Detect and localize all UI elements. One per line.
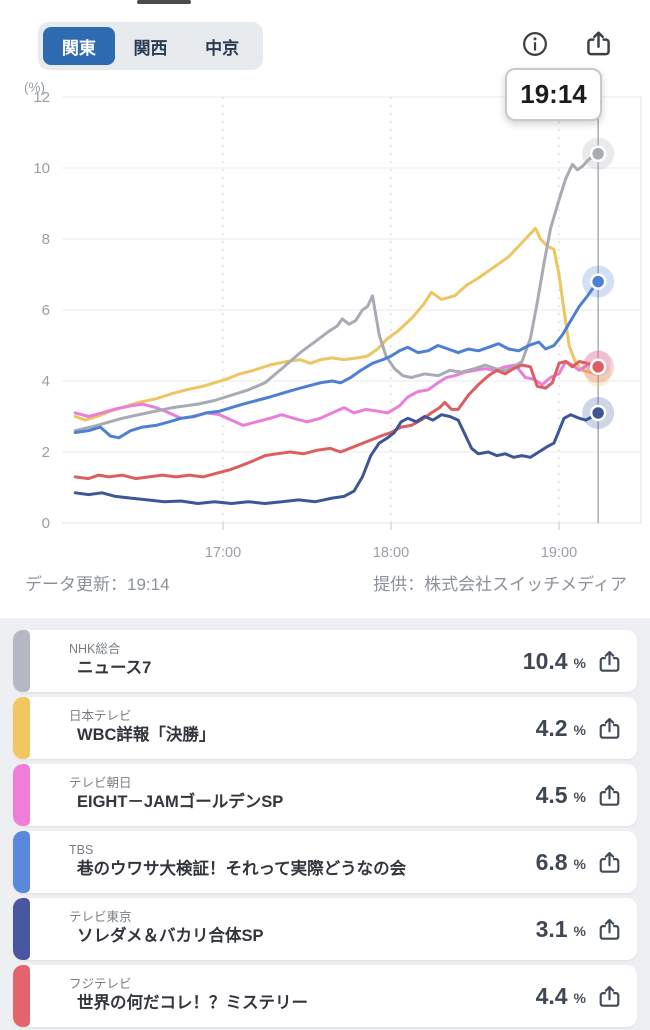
info-icon[interactable] bbox=[521, 30, 549, 63]
rating-unit: % bbox=[573, 855, 586, 872]
channel-name: TBS bbox=[69, 843, 94, 858]
endpoint-dot-4 bbox=[589, 273, 607, 290]
program-row[interactable]: TBS 巷のウワサ大検証！それって実際どうなの会 6.8% bbox=[13, 831, 637, 893]
program-title: WBC詳報「決勝」 bbox=[77, 726, 216, 745]
rating-value: 4.5 bbox=[535, 781, 568, 808]
series-endpoints bbox=[582, 137, 615, 429]
channel-name: フジテレビ bbox=[69, 977, 132, 992]
program-title: 世界の何だコレ！？ミステリー bbox=[77, 994, 308, 1013]
program-row[interactable]: 日本テレビ WBC詳報「決勝」 4.2% bbox=[13, 697, 637, 759]
share-icon[interactable] bbox=[596, 983, 623, 1010]
data-provider-label: 提供：株式会社スイッチメディア bbox=[373, 575, 627, 594]
channel-color-stripe bbox=[13, 697, 30, 759]
rating-unit: % bbox=[573, 922, 586, 939]
rating-unit: % bbox=[573, 721, 586, 738]
tab-kansai[interactable]: 関西 bbox=[115, 27, 187, 65]
series-line-4 bbox=[73, 280, 600, 440]
y-tick-label: 6 bbox=[42, 302, 50, 319]
series-line-0 bbox=[73, 226, 600, 422]
y-tick-label: 2 bbox=[42, 444, 50, 461]
x-tick-label: 19:00 bbox=[541, 545, 577, 561]
rating-value: 3.1 bbox=[535, 915, 568, 942]
program-title: ソレダメ＆バカリ合体SP bbox=[77, 927, 264, 946]
rating-unit: % bbox=[573, 654, 586, 671]
program-row[interactable]: NHK総合ニュース7 10.4% bbox=[13, 630, 637, 692]
share-icon[interactable] bbox=[596, 715, 623, 742]
rating-value: 10.4 bbox=[522, 647, 568, 674]
ratings-chart[interactable]: 12 10 8 6 4 2 0 (%) 17:00 18:00 19:00 bbox=[0, 0, 650, 620]
series-line-3 bbox=[73, 360, 600, 481]
share-icon[interactable] bbox=[596, 849, 623, 876]
series-line-5 bbox=[73, 411, 600, 505]
y-axis-unit-label: (%) bbox=[24, 80, 45, 95]
program-list: NHK総合ニュース7 10.4% 日本テレビ WBC詳報「決勝」 4.2% テレビ朝日 EI… bbox=[0, 618, 650, 1030]
top-notch-indicator bbox=[137, 0, 191, 4]
tab-kanto[interactable]: 関東 bbox=[43, 27, 115, 65]
series-line-2 bbox=[73, 152, 600, 433]
channel-name: テレビ東京 bbox=[69, 910, 132, 925]
share-icon[interactable] bbox=[583, 28, 614, 64]
current-time-tooltip[interactable]: 19:14 bbox=[505, 68, 602, 121]
data-updated-label: データ更新：19:14 bbox=[25, 575, 170, 594]
program-row[interactable]: テレビ東京ソレダメ＆バカリ合体SP 3.1% bbox=[13, 898, 637, 960]
tab-chukyo[interactable]: 中京 bbox=[186, 27, 258, 65]
rating-value: 4.2 bbox=[535, 714, 568, 741]
y-tick-label: 8 bbox=[42, 231, 50, 248]
y-tick-label: 10 bbox=[33, 160, 50, 177]
gridlines: 12 10 8 6 4 2 0 (%) 17:00 18:00 19:00 bbox=[24, 80, 642, 561]
rating-unit: % bbox=[573, 989, 586, 1006]
endpoint-dot-5 bbox=[589, 404, 607, 422]
series-line-1 bbox=[73, 360, 600, 427]
channel-name: テレビ朝日 bbox=[69, 776, 132, 791]
x-tick-label: 17:00 bbox=[205, 545, 241, 561]
x-tick-label: 18:00 bbox=[373, 545, 409, 561]
endpoint-dot-3 bbox=[589, 358, 607, 376]
channel-color-stripe bbox=[13, 630, 30, 692]
channel-color-stripe bbox=[13, 965, 30, 1027]
share-icon[interactable] bbox=[596, 782, 623, 809]
channel-color-stripe bbox=[13, 831, 30, 893]
share-icon[interactable] bbox=[596, 916, 623, 943]
series-lines bbox=[73, 152, 600, 505]
y-tick-label: 0 bbox=[42, 515, 50, 532]
program-title: EIGHT－JAMゴールデンSP bbox=[77, 793, 284, 812]
y-tick-label: 4 bbox=[42, 373, 50, 390]
rating-value: 6.8 bbox=[535, 848, 568, 875]
rating-value: 4.4 bbox=[535, 982, 568, 1009]
region-tabs: 関東 関西 中京 bbox=[38, 22, 263, 70]
share-icon[interactable] bbox=[596, 648, 623, 675]
channel-name: 日本テレビ bbox=[69, 709, 132, 724]
channel-color-stripe bbox=[13, 898, 30, 960]
program-row[interactable]: フジテレビ世界の何だコレ！？ミステリー 4.4% bbox=[13, 965, 637, 1027]
channel-name: NHK総合 bbox=[69, 642, 121, 657]
endpoint-dot-2 bbox=[589, 145, 607, 163]
program-title: ニュース7 bbox=[77, 659, 152, 678]
channel-color-stripe bbox=[13, 764, 30, 826]
y-tick-label: 12 bbox=[33, 89, 50, 106]
program-row[interactable]: テレビ朝日 EIGHT－JAMゴールデンSP 4.5% bbox=[13, 764, 637, 826]
program-title: 巷のウワサ大検証！それって実際どうなの会 bbox=[77, 860, 407, 879]
rating-unit: % bbox=[573, 788, 586, 805]
